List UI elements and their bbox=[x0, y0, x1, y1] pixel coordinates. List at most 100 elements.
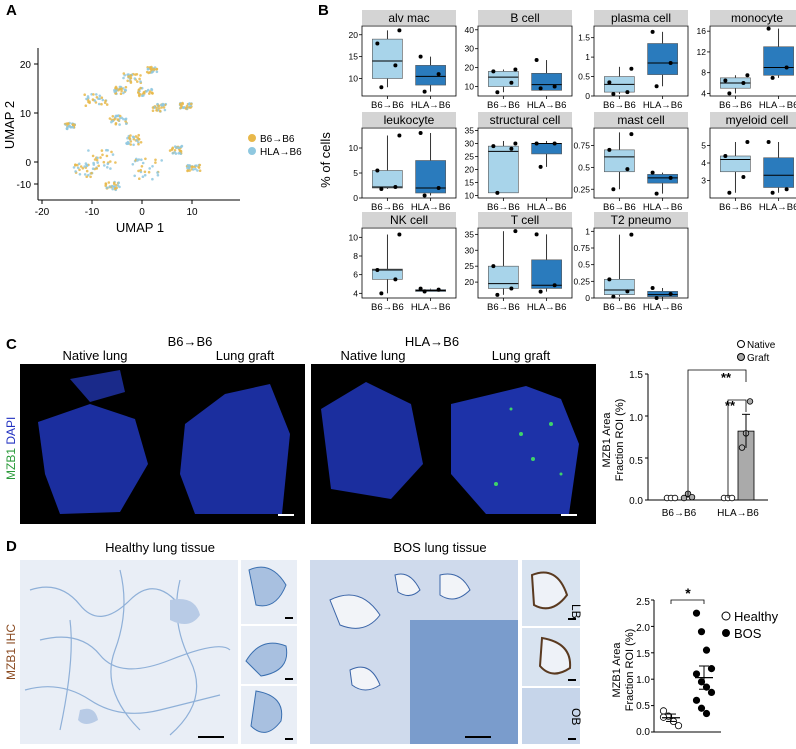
umap-point bbox=[138, 177, 141, 180]
umap-point bbox=[111, 153, 115, 156]
umap-point bbox=[65, 127, 69, 131]
d-y-label-2: Fraction ROI (%) bbox=[624, 629, 636, 712]
umap-point bbox=[136, 159, 139, 162]
d-point bbox=[697, 678, 706, 686]
umap-point bbox=[131, 163, 135, 166]
umap-point bbox=[176, 146, 179, 149]
box-point bbox=[668, 60, 673, 65]
facet-title: T2 pneumo bbox=[611, 213, 672, 227]
umap-point bbox=[126, 79, 129, 83]
umap-point bbox=[147, 170, 151, 174]
umap-point bbox=[141, 161, 145, 165]
c-ytick-0: 1.5 bbox=[629, 370, 643, 381]
umap-point bbox=[72, 166, 76, 169]
box-point bbox=[668, 175, 673, 180]
box-point bbox=[654, 296, 659, 300]
box-point bbox=[741, 175, 746, 179]
facet-ytick-label: 20 bbox=[465, 63, 475, 73]
umap-point bbox=[135, 139, 139, 142]
box-hla bbox=[531, 72, 562, 91]
c-y-label-2: Fraction ROI (%) bbox=[614, 399, 626, 482]
umap-point bbox=[151, 70, 154, 74]
facet-title: T cell bbox=[511, 213, 539, 227]
umap-point bbox=[111, 187, 114, 191]
umap-point bbox=[158, 109, 162, 113]
c-legend-graft: Graft bbox=[747, 353, 769, 364]
umap-point bbox=[150, 87, 153, 91]
umap-point bbox=[108, 117, 112, 120]
box-point bbox=[379, 291, 384, 296]
d-sig-bracket bbox=[670, 599, 705, 604]
umap-point bbox=[93, 158, 97, 161]
d-point bbox=[659, 707, 668, 715]
box-point bbox=[538, 86, 543, 91]
box-point bbox=[534, 232, 539, 237]
facet-ytick-label: 16 bbox=[697, 26, 707, 36]
umap-point bbox=[179, 106, 183, 110]
box-point bbox=[513, 67, 518, 72]
facet-ytick-label: 10 bbox=[349, 143, 359, 153]
umap-point bbox=[145, 90, 148, 93]
umap-point bbox=[125, 142, 129, 146]
facet-plasma-cell: plasma cell 0 0.5 1 1.5 B6→B6 HLA→B6 bbox=[578, 10, 689, 111]
box-hla bbox=[531, 259, 562, 289]
facet-xtick-label: B6→B6 bbox=[371, 100, 404, 111]
umap-ytick-20: 20 bbox=[20, 60, 32, 71]
umap-point bbox=[84, 104, 88, 107]
umap-point bbox=[137, 169, 140, 173]
facet-xtick-label: HLA→B6 bbox=[643, 100, 683, 111]
c-sig-bracket-1 bbox=[687, 369, 747, 498]
d-ihc-bos-inset-2 bbox=[522, 628, 580, 686]
umap-point bbox=[83, 165, 86, 168]
umap-point bbox=[155, 70, 159, 74]
c-point bbox=[671, 494, 679, 502]
d-side-lb: LB bbox=[569, 604, 583, 619]
box-point bbox=[422, 289, 427, 294]
umap-point bbox=[109, 160, 112, 163]
umap-point bbox=[144, 157, 147, 161]
d-ytick-4: 0.5 bbox=[636, 701, 650, 712]
facet-header bbox=[478, 112, 572, 127]
box-hla bbox=[647, 291, 678, 297]
facet-ytick-label: 1 bbox=[585, 52, 590, 62]
umap-point bbox=[118, 85, 122, 89]
d-point bbox=[702, 683, 711, 691]
umap-point bbox=[186, 163, 190, 167]
umap-point bbox=[79, 165, 83, 168]
facet-ytick-label: 0.25 bbox=[573, 184, 590, 194]
umap-point bbox=[68, 124, 71, 128]
box-b6 bbox=[488, 265, 519, 289]
box-hla bbox=[647, 174, 678, 184]
facet-ytick-label: 20 bbox=[465, 277, 475, 287]
box-point bbox=[766, 140, 771, 144]
d-legend-healthy-dot bbox=[721, 611, 731, 621]
facet-xtick-label: HLA→B6 bbox=[411, 302, 451, 313]
umap-xtick-neg10: -10 bbox=[85, 207, 100, 218]
facet-B-cell: B cell 10 20 30 40 B6→B6 HLA→B6 bbox=[465, 10, 573, 111]
facet-title: alv mac bbox=[388, 11, 429, 25]
facet-title: mast cell bbox=[617, 113, 664, 127]
umap-point bbox=[129, 134, 132, 137]
box-point bbox=[552, 283, 557, 288]
umap-point bbox=[83, 173, 87, 176]
box-point bbox=[509, 80, 514, 85]
umap-point bbox=[104, 99, 107, 103]
umap-point bbox=[168, 149, 172, 152]
umap-point bbox=[157, 107, 161, 110]
umap-point bbox=[100, 102, 103, 106]
facet-ytick-label: 0.5 bbox=[578, 260, 590, 270]
d-scatter-chart: MZB1 Area Fraction ROI (%) 2.5 2.0 1.5 1… bbox=[611, 585, 779, 738]
box-point bbox=[379, 85, 384, 90]
facet-title: structural cell bbox=[490, 113, 561, 127]
umap-point bbox=[173, 149, 177, 152]
umap-point bbox=[105, 186, 109, 189]
umap-point bbox=[101, 153, 104, 157]
box-point bbox=[784, 187, 789, 192]
c-stain-mzb1: MZB1 bbox=[4, 447, 18, 480]
box-point bbox=[650, 29, 655, 34]
d-point bbox=[697, 704, 706, 712]
umap-point bbox=[132, 143, 135, 147]
box-point bbox=[770, 190, 775, 195]
box-point bbox=[629, 66, 634, 71]
umap-xtick-10: 10 bbox=[186, 207, 198, 218]
